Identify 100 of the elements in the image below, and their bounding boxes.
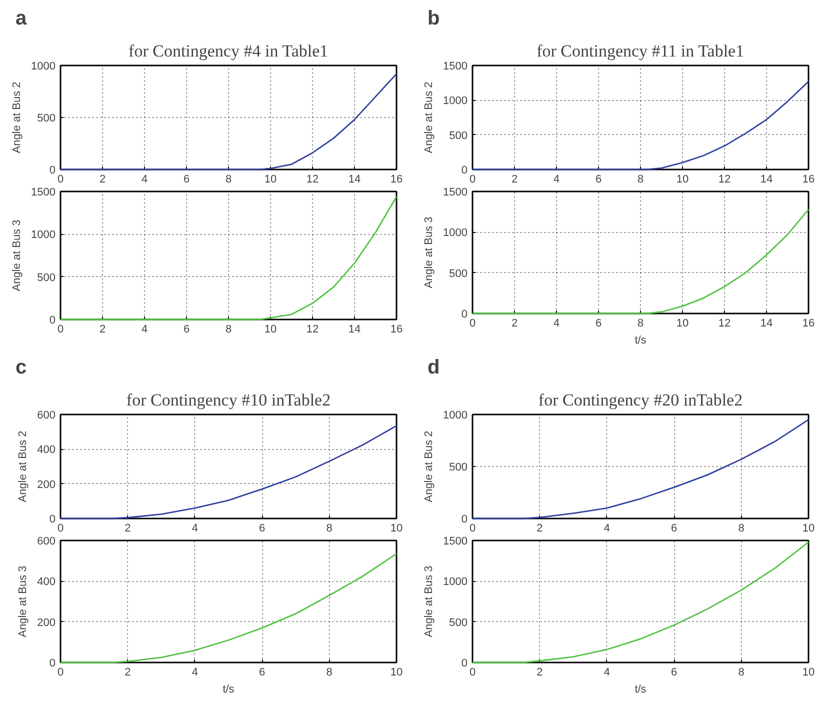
- y-tick-label: 200: [37, 478, 56, 491]
- y-axis-title: Angle at Bus 3: [423, 216, 436, 288]
- x-tick-label: 6: [183, 174, 190, 186]
- text: d: [428, 356, 440, 378]
- x-tick-label: 10: [390, 666, 403, 678]
- text: c: [16, 356, 27, 378]
- x-tick-label: 2: [511, 174, 518, 186]
- chart-title: for Contingency #4 in Table1: [128, 42, 328, 60]
- x-tick-label: 0: [469, 666, 476, 678]
- x-tick-label: 14: [760, 174, 773, 186]
- y-axis-title: Angle at Bus 3: [17, 566, 30, 638]
- x-tick-label: 8: [326, 522, 332, 534]
- y-axis-title: Angle at Bus 2: [423, 82, 436, 154]
- y-tick-label: 0: [461, 308, 468, 320]
- y-axis-title: Angle at Bus 2: [11, 82, 24, 154]
- x-tick-label: 8: [738, 666, 744, 678]
- y-tick-label: 1000: [443, 576, 468, 588]
- y-tick-label: 1500: [443, 536, 468, 548]
- x-tick-label: 4: [604, 522, 610, 534]
- chart-title: for Contingency #20 inTable2: [538, 390, 743, 410]
- y-tick-label: 0: [461, 658, 468, 670]
- x-tick-label: 2: [536, 666, 543, 678]
- x-tick-label: 8: [738, 522, 744, 534]
- y-tick-label: 1000: [443, 227, 468, 240]
- x-tick-label: 14: [348, 174, 361, 186]
- y-tick-label: 500: [449, 130, 468, 142]
- y-tick-label: 0: [49, 658, 56, 670]
- x-tick-label: 0: [469, 318, 476, 330]
- x-axis-title: t/s: [222, 684, 235, 696]
- y-tick-label: 600: [37, 536, 56, 548]
- y-tick-label: 0: [461, 514, 468, 526]
- x-tick-label: 4: [553, 174, 560, 186]
- text: b: [428, 8, 440, 30]
- x-tick-label: 12: [306, 324, 319, 336]
- y-axis-title: Angle at Bus 2: [17, 430, 30, 502]
- x-tick-label: 8: [326, 666, 332, 678]
- x-tick-label: 10: [676, 318, 689, 330]
- x-tick-label: 10: [676, 174, 689, 186]
- y-tick-label: 1000: [443, 410, 468, 422]
- x-tick-label: 2: [511, 318, 518, 330]
- chart-title: for Contingency #11 in Table1: [536, 42, 744, 60]
- x-tick-label: 2: [536, 522, 543, 534]
- y-tick-label: 1000: [31, 229, 56, 242]
- y-tick-label: 1500: [443, 186, 468, 198]
- y-tick-label: 1000: [31, 60, 56, 72]
- x-tick-label: 8: [225, 324, 232, 336]
- x-tick-label: 6: [671, 522, 678, 534]
- chart-title: for Contingency #10 inTable2: [126, 390, 331, 410]
- y-tick-label: 1500: [443, 60, 468, 72]
- x-tick-label: 4: [553, 318, 560, 330]
- x-tick-label: 14: [348, 324, 361, 336]
- x-tick-label: 4: [192, 666, 198, 678]
- x-axis-title: t/s: [634, 684, 647, 696]
- x-tick-label: 4: [141, 174, 148, 186]
- x-tick-label: 0: [57, 174, 64, 186]
- y-tick-label: 500: [449, 462, 468, 474]
- y-tick-label: 500: [449, 268, 468, 280]
- x-tick-label: 16: [802, 318, 815, 330]
- x-axis-title: t/s: [634, 334, 647, 346]
- x-tick-label: 10: [802, 666, 815, 678]
- x-tick-label: 6: [595, 318, 602, 330]
- x-tick-label: 10: [264, 324, 277, 336]
- x-tick-label: 2: [124, 522, 131, 534]
- x-tick-label: 6: [183, 324, 190, 336]
- x-tick-label: 0: [57, 324, 64, 336]
- y-tick-label: 200: [37, 616, 56, 629]
- y-axis-title: Angle at Bus 3: [423, 566, 436, 638]
- y-tick-label: 400: [37, 444, 56, 456]
- y-axis-title: Angle at Bus 3: [11, 220, 24, 292]
- x-tick-label: 0: [469, 522, 476, 534]
- x-tick-label: 12: [718, 318, 731, 330]
- y-tick-label: 500: [449, 616, 468, 629]
- y-tick-label: 0: [461, 164, 468, 176]
- x-tick-label: 10: [264, 174, 277, 186]
- x-tick-label: 4: [192, 522, 198, 534]
- x-tick-label: 4: [604, 666, 610, 678]
- x-tick-label: 14: [760, 318, 773, 330]
- x-tick-label: 16: [802, 174, 815, 186]
- x-tick-label: 2: [99, 324, 106, 336]
- x-tick-label: 0: [469, 174, 476, 186]
- x-tick-label: 10: [802, 522, 815, 534]
- x-tick-label: 8: [637, 318, 644, 330]
- x-tick-label: 16: [390, 324, 403, 336]
- x-tick-label: 0: [57, 666, 64, 678]
- x-tick-label: 16: [390, 174, 403, 186]
- y-axis-title: Angle at Bus 2: [423, 430, 436, 502]
- x-tick-label: 2: [124, 666, 131, 678]
- x-tick-label: 12: [718, 174, 731, 186]
- x-tick-label: 10: [390, 522, 403, 534]
- y-tick-label: 500: [37, 272, 56, 284]
- y-tick-label: 0: [49, 514, 56, 526]
- y-tick-label: 0: [49, 164, 56, 176]
- x-tick-label: 4: [141, 324, 148, 336]
- x-tick-label: 6: [671, 666, 678, 678]
- x-tick-label: 8: [637, 174, 644, 186]
- x-tick-label: 2: [99, 174, 106, 186]
- x-tick-label: 0: [57, 522, 64, 534]
- x-tick-label: 6: [259, 666, 266, 678]
- x-tick-label: 12: [306, 174, 319, 186]
- x-tick-label: 6: [595, 174, 602, 186]
